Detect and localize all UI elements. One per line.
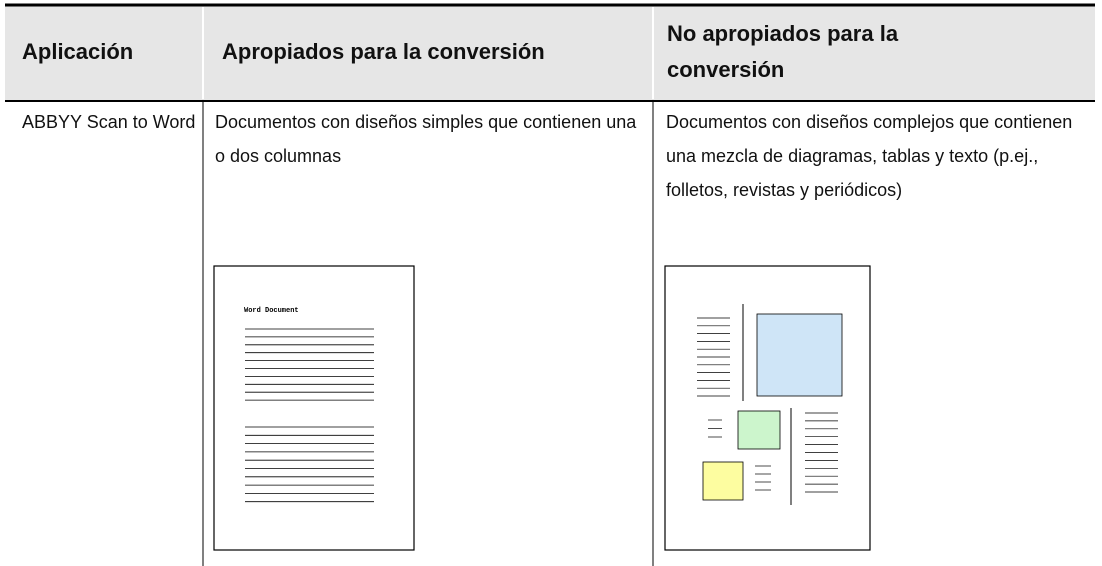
header-cell: Aplicación [22, 39, 134, 64]
complex-document-illustration [664, 265, 871, 551]
body-cell: ABBYY Scan to Word [22, 112, 196, 132]
header-bg [5, 6, 1095, 100]
body-cell: Documentos con diseños complejos que con… [666, 112, 1073, 200]
header-cell: Apropiados para la conversión [222, 39, 545, 64]
header-cell: No apropiados para la conversión [667, 21, 899, 82]
body-cell: Documentos con diseños simples que conti… [215, 112, 637, 166]
simple-document-illustration: Word Document [213, 265, 415, 551]
doc-title: Word Document [244, 307, 299, 315]
